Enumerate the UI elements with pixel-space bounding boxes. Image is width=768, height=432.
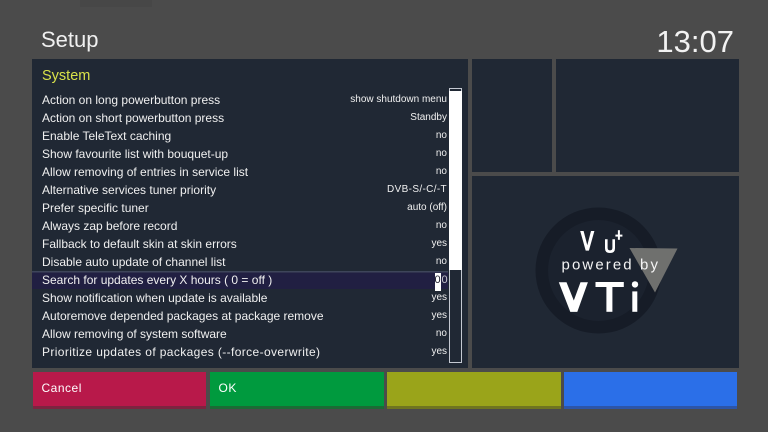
svg-text:powered by: powered by [562,257,661,274]
